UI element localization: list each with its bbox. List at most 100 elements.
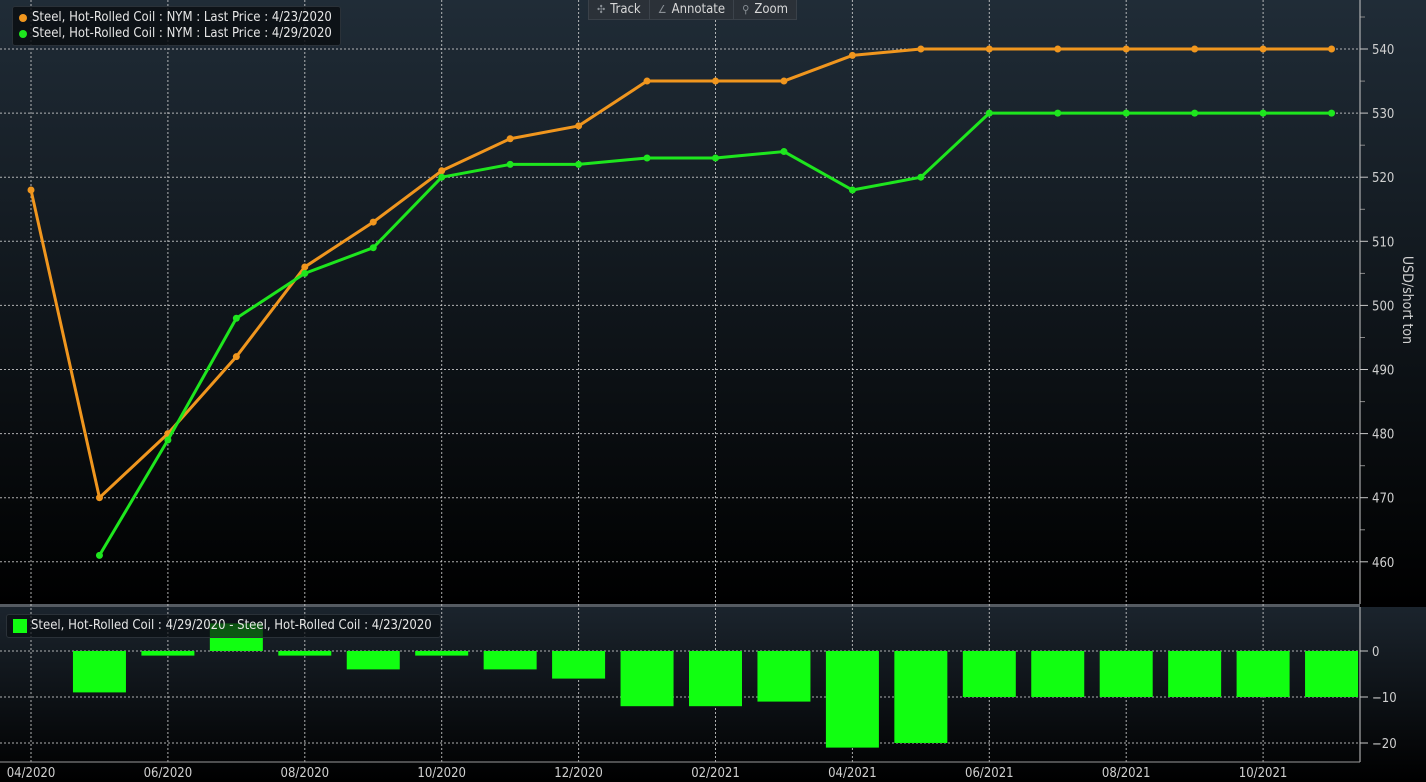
data-point-series2 [575,160,583,168]
x-tick-label: 04/2020 [7,766,56,781]
data-point-series1 [780,77,788,85]
x-tick-label: 06/2020 [144,766,193,781]
data-point-series1 [95,494,103,502]
y-tick-label: 490 [1372,364,1394,379]
x-tick-label: 08/2021 [1102,766,1151,781]
legend-label-series2: Steel, Hot-Rolled Coil : NYM : Last Pric… [32,26,332,41]
diff-bar [1305,651,1359,697]
data-point-series2 [301,269,309,277]
diff-bar [1099,651,1153,697]
y-tick-label-lower: 0 [1372,645,1379,660]
diff-bar [894,651,948,743]
data-point-series1 [232,353,240,361]
data-point-series2 [643,154,651,162]
data-point-series1 [301,263,309,271]
diff-bar [346,651,400,670]
diff-bar [141,651,195,656]
diff-bar [1168,651,1222,697]
annotate-button[interactable]: ∠ Annotate [650,0,735,19]
diff-bar [689,651,742,707]
data-point-series2 [164,436,172,444]
data-point-series1 [575,122,583,130]
x-tick-label: 08/2020 [281,766,330,781]
diff-bar [1236,651,1290,697]
data-point-series2 [506,160,514,168]
diff-bar [483,651,537,670]
diff-bar [415,651,469,656]
upper-panel-bg [0,0,1426,605]
x-tick-label: 06/2021 [965,766,1014,781]
data-point-series1 [438,167,446,175]
y-tick-label: 510 [1372,235,1394,250]
data-point-series1 [1122,45,1130,53]
diff-bar [552,651,606,679]
track-label: Track [610,2,641,17]
zoom-label: Zoom [754,2,789,17]
legend-marker-diff [13,619,27,633]
data-point-series2 [95,551,103,559]
legend-marker-series1 [19,14,27,22]
diff-bar [1031,651,1085,697]
x-tick-label: 04/2021 [828,766,877,781]
crosshair-icon: ✣ [597,3,606,16]
y-axis-title: USD/short ton [1399,256,1415,344]
series-line-1 [29,47,1332,500]
diff-bar [72,651,126,693]
y-tick-label: 470 [1372,492,1394,507]
legend-label-diff: Steel, Hot-Rolled Coil : 4/29/2020 - Ste… [31,618,432,633]
data-point-series1 [917,45,925,53]
diff-bar [962,651,1016,697]
data-point-series2 [232,314,240,322]
data-point-series1 [369,218,377,226]
data-point-series2 [1259,109,1267,117]
pencil-icon: ∠ [657,3,667,16]
data-point-series1 [848,51,856,59]
y-tick-label: 460 [1372,556,1394,571]
data-point-series2 [917,173,925,181]
upper-legend: Steel, Hot-Rolled Coil : NYM : Last Pric… [12,6,341,46]
data-point-series2 [780,148,788,156]
y-tick-label-lower: −20 [1372,737,1397,752]
diff-bar [620,651,674,707]
data-point-series2 [848,186,856,194]
data-point-series1 [506,135,514,143]
y-tick-label: 540 [1372,43,1394,58]
data-point-series2 [1328,109,1336,117]
data-point-series2 [369,244,377,252]
data-point-series1 [985,45,993,53]
track-button[interactable]: ✣ Track [589,0,650,19]
annotate-label: Annotate [671,2,726,17]
data-point-series1 [27,186,35,194]
y-tick-label: 500 [1372,299,1394,314]
lower-legend: Steel, Hot-Rolled Coil : 4/29/2020 - Ste… [6,614,441,638]
data-point-series2 [1122,109,1130,117]
data-point-series1 [1054,45,1062,53]
zoom-button[interactable]: ⚲ Zoom [734,0,796,19]
panel-divider[interactable] [0,604,1360,607]
data-point-series2 [985,109,993,117]
data-point-series1 [712,77,719,85]
diff-bar [757,651,811,702]
x-tick-label: 10/2021 [1239,766,1288,781]
data-point-series2 [1191,109,1199,117]
data-point-series2 [712,154,719,162]
y-tick-label: 520 [1372,171,1394,186]
legend-label-series1: Steel, Hot-Rolled Coil : NYM : Last Pric… [32,10,332,25]
diff-bar [278,651,332,656]
legend-marker-series2 [19,30,27,38]
y-tick-label-lower: −10 [1372,691,1397,706]
magnifier-icon: ⚲ [742,3,750,16]
data-point-series1 [1259,45,1267,53]
diff-bar [825,651,879,748]
chart-toolbar: ✣ Track ∠ Annotate ⚲ Zoom [588,0,798,20]
data-point-series1 [643,77,651,85]
data-point-series2 [438,173,446,181]
x-tick-label: 02/2021 [691,766,740,781]
x-tick-label: 10/2020 [417,766,466,781]
x-tick-label: 12/2020 [554,766,603,781]
y-tick-label: 480 [1372,428,1394,443]
data-point-series2 [1054,109,1062,117]
data-point-series1 [1191,45,1199,53]
data-point-series1 [1328,45,1336,53]
